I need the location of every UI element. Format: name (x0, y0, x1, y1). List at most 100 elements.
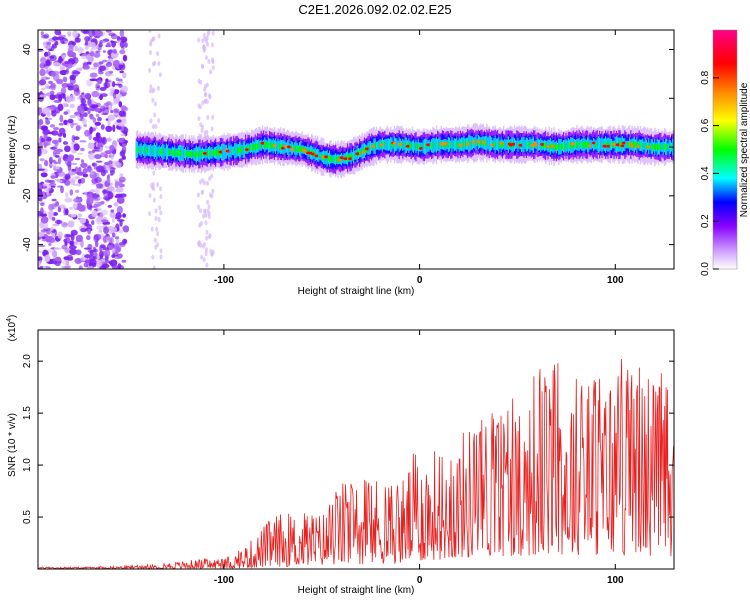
noise-streak-blob (157, 61, 161, 67)
noise-blob (90, 67, 98, 70)
ridge-band (593, 138, 595, 152)
noise-streak-blob (211, 59, 215, 65)
noise-blob (57, 171, 66, 177)
ridge-core (359, 149, 361, 156)
noise-blob (55, 155, 60, 158)
ridge-core (200, 150, 202, 157)
noise-streak-blob (207, 30, 211, 35)
ridge-core (179, 150, 181, 157)
noise-blob (77, 213, 82, 218)
ridge-band (438, 138, 440, 152)
noise-blob (90, 172, 94, 176)
noise-blob (40, 31, 44, 36)
noise-blob (43, 250, 49, 255)
colorbar-tick-label: 0.2 (700, 214, 711, 228)
ridge-core (329, 155, 331, 162)
ridge-core (633, 141, 636, 148)
ridge-core (390, 141, 392, 148)
noise-blob (51, 130, 59, 136)
ridge-band (332, 155, 334, 164)
ridge-core (654, 144, 656, 150)
ridge-core (619, 141, 621, 148)
ridge-core (409, 142, 411, 149)
noise-blob (101, 112, 109, 116)
ridge-band (383, 140, 385, 150)
noise-blob (72, 30, 79, 38)
noise-streak-blob (154, 208, 158, 214)
ridge-core (215, 149, 217, 156)
noise-blob (111, 232, 116, 238)
ridge-band (342, 155, 344, 163)
noise-blob (70, 145, 75, 152)
ridge-band (489, 135, 492, 152)
ridge-core (145, 147, 147, 154)
ridge-band (611, 139, 613, 151)
noise-blob (109, 259, 118, 267)
snr-panel: -100 0 100 0.5 1.0 1.5 2.0 Height of straight … (6, 315, 675, 596)
ridge-band (295, 140, 297, 157)
ridge-band (581, 138, 583, 151)
noise-blob (119, 49, 126, 55)
ridge-band (433, 138, 435, 153)
noise-blob (106, 137, 112, 142)
ridge-band (597, 136, 600, 154)
noise-streak-blob (197, 103, 201, 109)
noise-blob (102, 59, 108, 63)
ridge-band (644, 138, 646, 154)
ridge-band (608, 137, 610, 152)
ridge-band (455, 138, 457, 151)
noise-blob (108, 261, 112, 265)
ridge-band (452, 140, 454, 149)
noise-blob (95, 165, 104, 173)
ridge-band (578, 138, 580, 152)
noise-blob (103, 226, 109, 234)
ridge-band (426, 139, 428, 154)
noise-blob (38, 182, 44, 191)
noise-blob (94, 30, 103, 37)
ridge-core (545, 142, 547, 149)
ridge-band (575, 139, 577, 150)
ridge-core (549, 143, 552, 150)
noise-blob (84, 36, 90, 42)
noise-blob (112, 81, 116, 88)
noise-blob (115, 188, 121, 193)
ridge-core (500, 141, 502, 148)
ridge-band (471, 136, 474, 150)
ridge-band (389, 138, 391, 151)
ridge-band (192, 149, 194, 159)
x-tick-label: 100 (607, 275, 624, 286)
noise-blob (67, 171, 76, 176)
noise-blob (95, 50, 101, 53)
noise-blob (95, 113, 100, 118)
noise-blob (107, 205, 113, 208)
noise-blob (84, 93, 91, 100)
ridge-core (585, 141, 588, 148)
ridge-band (450, 140, 452, 149)
ridge-band (662, 139, 664, 155)
ridge-band (558, 138, 560, 155)
ridge-band (152, 145, 154, 157)
ridge-core (281, 143, 283, 150)
ridge-band (475, 134, 477, 151)
noise-streak-blob (202, 213, 206, 219)
ridge-core (240, 147, 242, 153)
noise-blob (58, 127, 66, 135)
noise-streak-blob (206, 115, 210, 120)
noise-blob (87, 109, 91, 115)
ridge-band (505, 139, 507, 150)
noise-blob (74, 37, 81, 43)
noise-blob (107, 118, 111, 127)
noise-blob (116, 205, 123, 214)
ridge-band (495, 138, 498, 150)
noise-blob (43, 133, 48, 140)
ridge-core (260, 142, 262, 149)
ridge-band (377, 141, 379, 150)
noise-blob (113, 144, 118, 148)
ridge-core (350, 154, 352, 160)
noise-blob (72, 71, 81, 75)
noise-streak-blob (197, 78, 201, 84)
ridge-core (206, 150, 208, 157)
noise-blob (90, 189, 96, 193)
noise-streak-blob (153, 112, 157, 118)
